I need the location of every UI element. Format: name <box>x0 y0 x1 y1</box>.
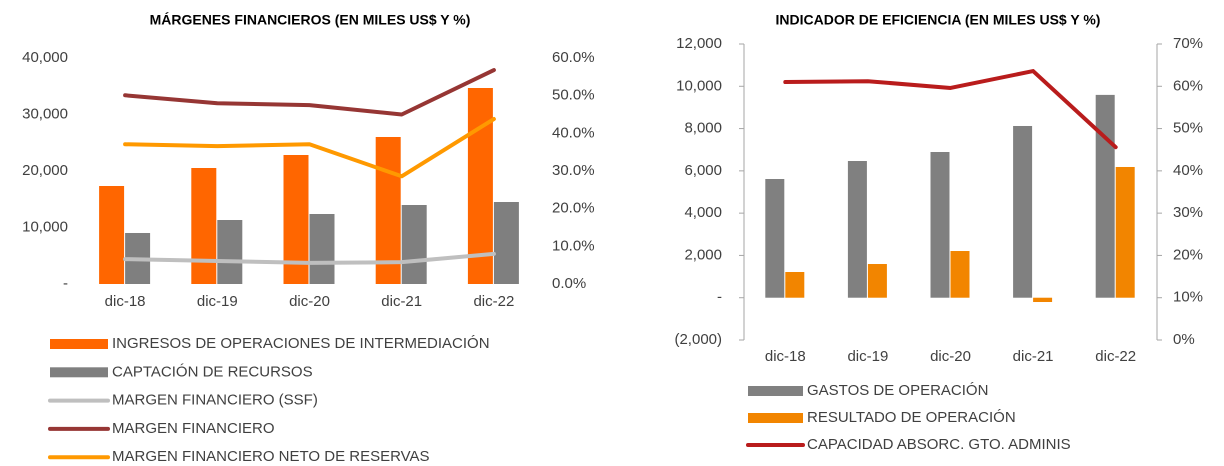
yticks-label: - <box>63 275 68 292</box>
yticks-label: 40,000 <box>22 49 68 66</box>
bar <box>785 272 805 298</box>
y2ticks-label: 20% <box>1173 246 1203 263</box>
bar <box>1013 125 1033 298</box>
x-tick-label: dic-18 <box>765 348 806 365</box>
y2ticks-label: 60.0% <box>552 49 595 66</box>
yticks-label: 4,000 <box>684 204 722 221</box>
legend-label: INGRESOS DE OPERACIONES DE INTERMEDIACIÓ… <box>112 335 490 352</box>
legend-label: MARGEN FINANCIERO <box>112 420 275 437</box>
y2ticks-label: 40.0% <box>552 124 595 141</box>
x-tick-label: dic-21 <box>381 293 422 310</box>
legend-swatch <box>50 339 108 349</box>
bar <box>99 186 125 284</box>
x-tick-label: dic-21 <box>1013 348 1054 365</box>
x-tick-label: dic-22 <box>1095 348 1136 365</box>
chart-title: MÁRGENES FINANCIEROS (EN MILES US$ Y %) <box>150 12 471 28</box>
bar <box>765 178 785 298</box>
y2ticks-label: 50% <box>1173 120 1203 137</box>
x-tick-label: dic-19 <box>847 348 888 365</box>
yticks-label: 10,000 <box>22 218 68 235</box>
y2ticks-label: 20.0% <box>552 200 595 217</box>
y2ticks-label: 0.0% <box>552 275 586 292</box>
yticks-label: 2,000 <box>684 246 722 263</box>
line-series <box>123 251 496 265</box>
legend-swatch <box>748 386 803 396</box>
legend-label: GASTOS DE OPERACIÓN <box>807 382 988 399</box>
x-tick-label: dic-20 <box>289 293 330 310</box>
bar <box>217 220 243 284</box>
legend-swatch <box>748 413 803 423</box>
bar <box>493 202 519 284</box>
yticks-label: 6,000 <box>684 162 722 179</box>
bar <box>1095 94 1115 298</box>
bar <box>847 161 867 298</box>
y2ticks-label: 10.0% <box>552 237 595 254</box>
y2ticks-label: 30% <box>1173 204 1203 221</box>
line-series <box>123 68 496 117</box>
line-series <box>783 69 1118 150</box>
legend-label: CAPACIDAD ABSORC. GTO. ADMINIS <box>807 436 1071 453</box>
yticks-label: (2,000) <box>674 331 722 348</box>
x-tick-label: dic-20 <box>930 348 971 365</box>
y2ticks-label: 30.0% <box>552 162 595 179</box>
y2ticks-label: 70% <box>1173 35 1203 52</box>
y2ticks-label: 60% <box>1173 77 1203 94</box>
bar <box>401 205 427 284</box>
x-tick-label: dic-22 <box>473 293 514 310</box>
bar <box>950 251 970 298</box>
bar <box>309 214 335 284</box>
bar <box>191 167 217 284</box>
legend-swatch <box>50 367 108 378</box>
chart-title: INDICADOR DE EFICIENCIA (EN MILES US$ Y … <box>776 12 1101 28</box>
yticks-label: 10,000 <box>676 77 722 94</box>
bar <box>1033 297 1053 303</box>
y2ticks-label: 0% <box>1173 331 1195 348</box>
yticks-label: 8,000 <box>684 120 722 137</box>
bar <box>1115 166 1135 298</box>
yticks-label: - <box>717 289 722 306</box>
bar <box>930 151 950 298</box>
x-tick-label: dic-19 <box>197 293 238 310</box>
legend-label: RESULTADO DE OPERACIÓN <box>807 409 1016 426</box>
legend-label: MARGEN FINANCIERO (SSF) <box>112 392 318 409</box>
legend-label: MARGEN FINANCIERO NETO DE RESERVAS <box>112 448 430 465</box>
y2ticks-label: 40% <box>1173 162 1203 179</box>
x-tick-label: dic-18 <box>105 293 146 310</box>
bar <box>375 136 401 284</box>
yticks-label: 20,000 <box>22 162 68 179</box>
y2ticks-label: 10% <box>1173 289 1203 306</box>
yticks-label: 12,000 <box>676 35 722 52</box>
line-series <box>123 117 496 179</box>
legend-label: CAPTACIÓN DE RECURSOS <box>112 363 313 380</box>
yticks-label: 30,000 <box>22 105 68 122</box>
y2ticks-label: 50.0% <box>552 87 595 104</box>
bar <box>867 264 887 298</box>
